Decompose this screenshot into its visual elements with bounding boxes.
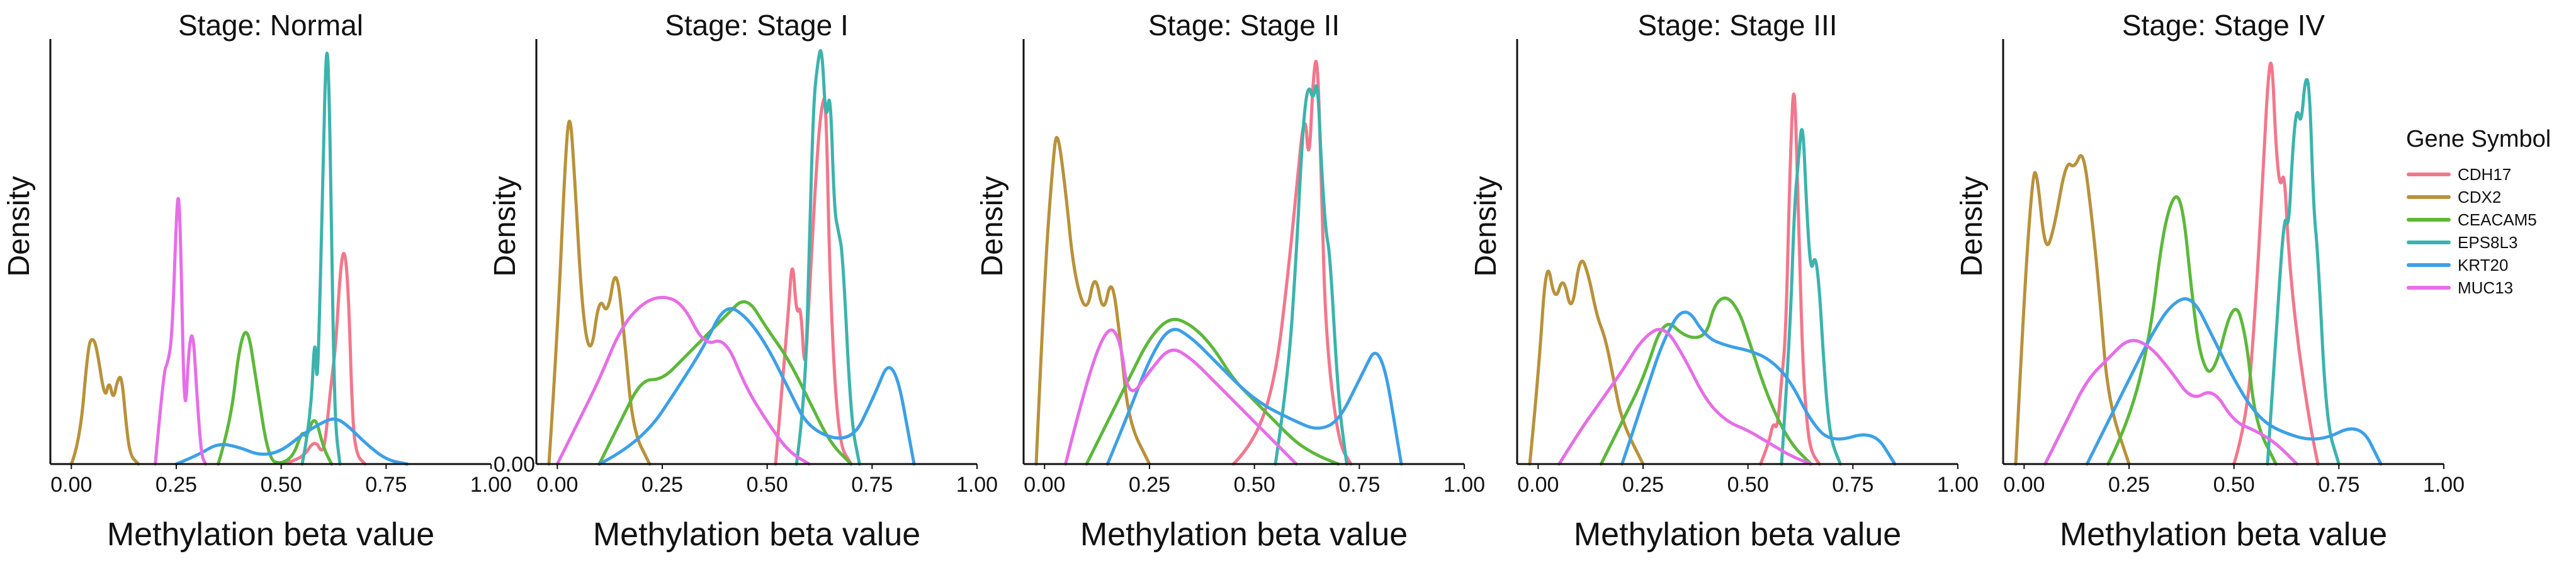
series-line-muc13	[1064, 328, 1298, 466]
series-line-eps8l3	[1780, 128, 1842, 466]
series-line-ceacam5	[1085, 317, 1340, 466]
y-axis-label: Density	[3, 176, 36, 276]
series-line-eps8l3	[300, 52, 342, 466]
legend: Gene Symbol CDH17 CDX2 CEACAM5 EPS8L3 KRT20 M…	[2406, 126, 2551, 297]
x-tick-label: 0.00	[1024, 473, 1065, 497]
panel-4: 0.00 0.25 0.50 0.75 1.00 Stage: Stage III Meth…	[1469, 9, 1979, 553]
panel-title: Stage: Stage II	[1148, 9, 1340, 42]
series-line-muc13	[154, 196, 208, 466]
x-tick-label: 0.75	[2318, 473, 2359, 497]
x-tick-label: 0.50	[1727, 473, 1769, 497]
x-tick-label: 0.50	[261, 473, 302, 497]
x-tick-label: 0.25	[1622, 473, 1664, 497]
legend-label: CDX2	[2458, 188, 2501, 207]
x-tick-label: 0.50	[747, 473, 788, 497]
legend-label: CEACAM5	[2458, 210, 2537, 229]
series-line-cdx2	[1034, 136, 1151, 466]
legend-item-cdh17: CDH17	[2407, 165, 2511, 184]
x-tick-label: 0.00	[50, 473, 92, 497]
x-tick-label: 1.00	[956, 473, 998, 497]
x-tick-label: 0.25	[155, 473, 197, 497]
x-tick-label: 0.25	[1129, 473, 1170, 497]
series-line-ceacam5	[597, 300, 853, 466]
series-line-cdh17	[280, 251, 367, 466]
legend-label: CDH17	[2458, 165, 2511, 184]
panel-5: 0.00 0.25 0.50 0.75 1.00 Stage: Stage IV Methy…	[1955, 9, 2465, 553]
legend-item-cdx2: CDX2	[2407, 188, 2501, 207]
series-line-ceacam5	[217, 331, 334, 466]
series-line-eps8l3	[1274, 84, 1348, 466]
series-line-krt20	[174, 417, 409, 466]
series-line-krt20	[597, 307, 916, 466]
legend-label: EPS8L3	[2458, 233, 2517, 252]
legend-item-ceacam5: CEACAM5	[2407, 210, 2537, 229]
series-line-cdh17	[1759, 93, 1821, 466]
panel-1: 0.00 0.25 0.50 0.75 1.00 Stage: Normal Methyla…	[3, 9, 512, 553]
series-line-eps8l3	[2266, 77, 2341, 466]
series-line-ceacam5	[1599, 297, 1813, 466]
series-line-muc13	[1557, 327, 1813, 466]
x-axis-label: Methylation beta value	[593, 516, 920, 553]
panel-title: Stage: Normal	[178, 9, 363, 42]
x-tick-label: 0.50	[1234, 473, 1275, 497]
panel-title: Stage: Stage I	[665, 9, 849, 42]
x-tick-label: 1.00	[1937, 473, 1979, 497]
x-tick-label: 0.50	[2213, 473, 2255, 497]
series-line-cdx2	[2014, 154, 2131, 466]
x-tick-label: 0.75	[851, 473, 893, 497]
series-line-cdx2	[1528, 259, 1645, 466]
y-tick-label: 0.00	[494, 453, 535, 477]
x-tick-label: 1.00	[2423, 473, 2465, 497]
series-line-krt20	[1620, 310, 1897, 466]
legend-items: CDH17 CDX2 CEACAM5 EPS8L3 KRT20 MUC13	[2407, 165, 2537, 297]
legend-label: KRT20	[2458, 256, 2508, 275]
x-axis-label: Methylation beta value	[107, 516, 434, 553]
y-axis-label: Density	[1955, 176, 1989, 276]
x-axis-label: Methylation beta value	[2060, 516, 2387, 553]
x-tick-label: 0.00	[536, 473, 578, 497]
x-tick-label: 0.75	[365, 473, 407, 497]
series-line-cdh17	[2232, 61, 2320, 466]
panel-title: Stage: Stage III	[1637, 9, 1837, 42]
x-tick-label: 1.00	[1443, 473, 1485, 497]
x-tick-label: 0.00	[2003, 473, 2045, 497]
y-axis-label: Density	[489, 176, 522, 276]
x-tick-label: 0.00	[1517, 473, 1559, 497]
y-axis-label: Density	[976, 176, 1009, 276]
series-line-ceacam5	[2106, 195, 2278, 466]
legend-label: MUC13	[2458, 278, 2513, 297]
legend-item-eps8l3: EPS8L3	[2407, 233, 2517, 252]
legend-item-krt20: KRT20	[2407, 256, 2508, 275]
series-line-cdx2	[69, 337, 140, 466]
x-tick-label: 0.75	[1832, 473, 1873, 497]
series-line-muc13	[2043, 339, 2299, 466]
series-line-eps8l3	[794, 48, 861, 466]
panels: 0.00 0.25 0.50 0.75 1.00 Stage: Normal Methyla…	[3, 9, 2465, 553]
series-line-cdh17	[774, 97, 853, 466]
panel-title: Stage: Stage IV	[2122, 9, 2325, 42]
series-line-cdx2	[547, 120, 652, 466]
x-tick-label: 0.25	[641, 473, 683, 497]
series-line-krt20	[1105, 327, 1403, 466]
series-line-cdh17	[1231, 60, 1353, 466]
legend-title: Gene Symbol	[2406, 126, 2551, 152]
x-axis-label: Methylation beta value	[1080, 516, 1408, 553]
x-axis-label: Methylation beta value	[1574, 516, 1901, 553]
series-line-krt20	[2085, 297, 2383, 466]
legend-item-muc13: MUC13	[2407, 278, 2513, 297]
x-tick-label: 0.25	[2108, 473, 2150, 497]
x-tick-label: 1.00	[470, 473, 512, 497]
series-line-muc13	[555, 295, 811, 466]
panel-3: 0.00 0.25 0.50 0.75 1.00 Stage: Stage II Methy…	[976, 9, 1485, 553]
panel-2: 0.00 0.25 0.50 0.75 1.00 0.00 Stage: Stage I Me…	[489, 9, 998, 553]
y-axis-label: Density	[1469, 176, 1503, 276]
x-tick-label: 0.75	[1338, 473, 1380, 497]
